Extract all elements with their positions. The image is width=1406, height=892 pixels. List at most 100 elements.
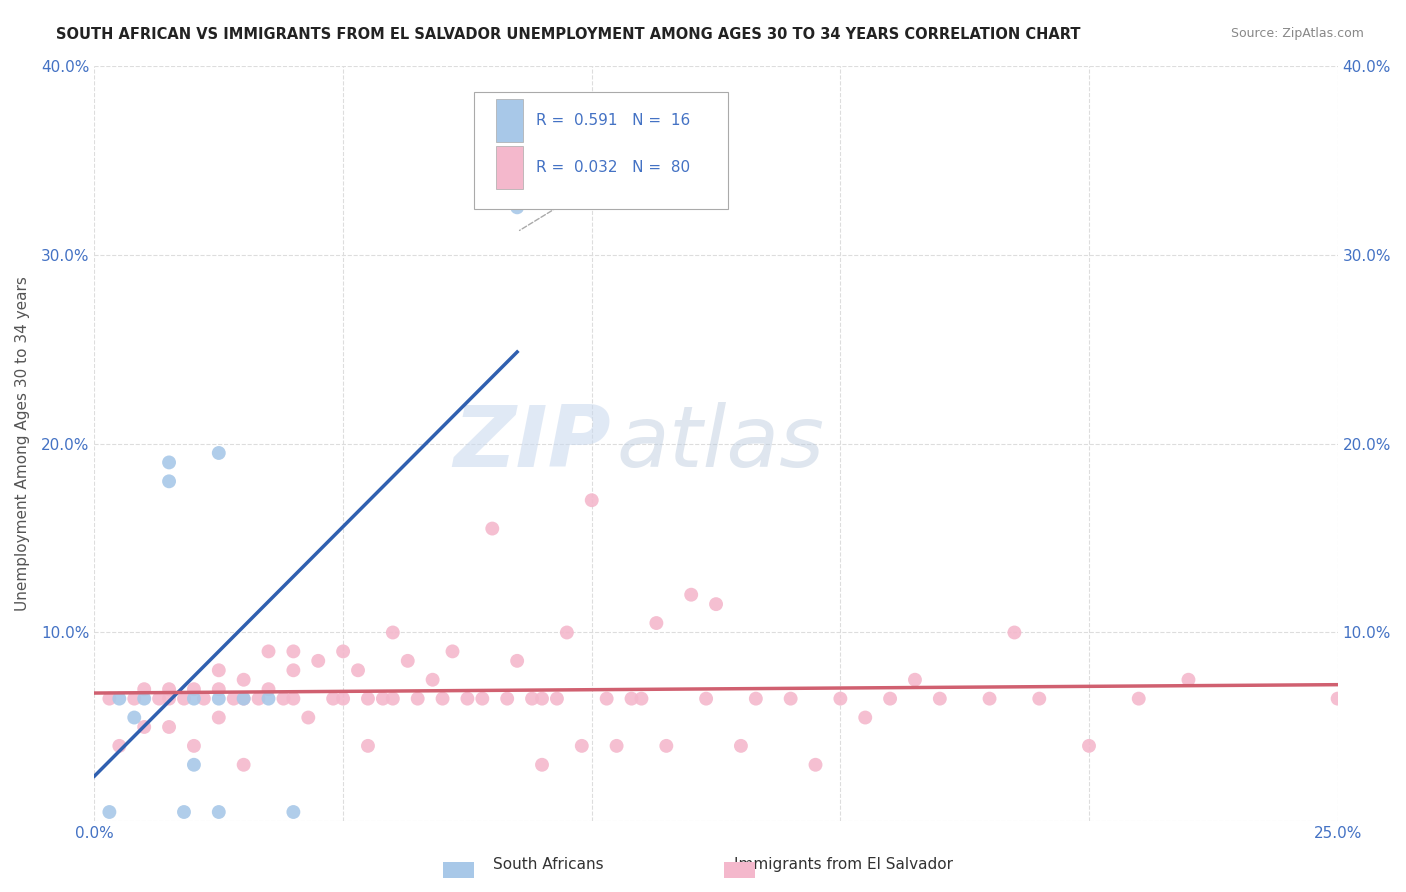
Point <box>506 654 529 668</box>
Point <box>571 739 593 753</box>
Point <box>555 625 578 640</box>
Text: Immigrants from El Salvador: Immigrants from El Salvador <box>734 857 953 872</box>
FancyBboxPatch shape <box>496 145 523 189</box>
Point <box>681 588 703 602</box>
Point <box>904 673 927 687</box>
Point <box>779 691 801 706</box>
FancyBboxPatch shape <box>474 92 728 210</box>
Point <box>595 691 617 706</box>
Point <box>307 654 329 668</box>
Point <box>704 597 727 611</box>
Point <box>157 455 180 469</box>
Point <box>208 682 231 697</box>
Point <box>157 720 180 734</box>
Point <box>606 739 628 753</box>
Point <box>1177 673 1199 687</box>
Point <box>257 644 280 658</box>
Point <box>283 805 305 819</box>
Point <box>396 654 419 668</box>
Point <box>645 615 668 630</box>
Point <box>232 691 254 706</box>
Point <box>332 644 354 658</box>
Point <box>157 475 180 489</box>
Point <box>381 691 404 706</box>
Point <box>695 691 717 706</box>
Point <box>620 691 643 706</box>
Point <box>232 757 254 772</box>
Point <box>297 710 319 724</box>
Point <box>98 691 121 706</box>
Point <box>979 691 1001 706</box>
Point <box>357 691 380 706</box>
Point <box>222 691 245 706</box>
Point <box>183 691 205 706</box>
Point <box>581 493 603 508</box>
Point <box>273 691 295 706</box>
Point <box>432 691 454 706</box>
Point <box>257 682 280 697</box>
Point <box>1326 691 1348 706</box>
Point <box>322 691 344 706</box>
FancyBboxPatch shape <box>496 99 523 143</box>
Point <box>208 446 231 460</box>
Point <box>247 691 270 706</box>
Point <box>853 710 876 724</box>
Text: atlas: atlas <box>617 402 824 485</box>
Point <box>630 691 652 706</box>
Point <box>257 691 280 706</box>
Point <box>183 757 205 772</box>
Point <box>928 691 950 706</box>
Point <box>441 644 464 658</box>
Text: SOUTH AFRICAN VS IMMIGRANTS FROM EL SALVADOR UNEMPLOYMENT AMONG AGES 30 TO 34 YE: SOUTH AFRICAN VS IMMIGRANTS FROM EL SALV… <box>56 27 1081 42</box>
Point <box>232 691 254 706</box>
Point <box>546 691 568 706</box>
Point <box>496 691 519 706</box>
Point <box>381 625 404 640</box>
Point <box>530 691 553 706</box>
Point <box>232 673 254 687</box>
Point <box>730 739 752 753</box>
Point <box>157 691 180 706</box>
Text: ZIP: ZIP <box>453 402 610 485</box>
Point <box>157 682 180 697</box>
Y-axis label: Unemployment Among Ages 30 to 34 years: Unemployment Among Ages 30 to 34 years <box>15 277 30 611</box>
Point <box>108 691 131 706</box>
Point <box>1078 739 1101 753</box>
Point <box>183 739 205 753</box>
Point <box>332 691 354 706</box>
Point <box>173 805 195 819</box>
Point <box>108 739 131 753</box>
Text: R =  0.032   N =  80: R = 0.032 N = 80 <box>536 160 690 175</box>
Point <box>1002 625 1025 640</box>
Text: Source: ZipAtlas.com: Source: ZipAtlas.com <box>1230 27 1364 40</box>
Point <box>347 663 370 677</box>
Point <box>98 805 121 819</box>
Point <box>134 691 156 706</box>
Point <box>283 691 305 706</box>
Point <box>173 691 195 706</box>
Point <box>879 691 901 706</box>
Point <box>208 691 231 706</box>
Text: South Africans: South Africans <box>494 857 603 872</box>
Point <box>456 691 478 706</box>
Point <box>422 673 444 687</box>
Point <box>208 663 231 677</box>
Point <box>357 739 380 753</box>
Point <box>530 757 553 772</box>
Point <box>1128 691 1150 706</box>
Point <box>371 691 394 706</box>
Point <box>208 710 231 724</box>
Point <box>506 200 529 214</box>
Point <box>208 805 231 819</box>
Point <box>406 691 429 706</box>
Point <box>122 710 145 724</box>
Point <box>520 691 543 706</box>
Point <box>471 691 494 706</box>
Point <box>804 757 827 772</box>
Point <box>193 691 215 706</box>
Point <box>655 739 678 753</box>
Point <box>134 720 156 734</box>
Point <box>183 682 205 697</box>
Text: R =  0.591   N =  16: R = 0.591 N = 16 <box>536 113 690 128</box>
Point <box>283 644 305 658</box>
